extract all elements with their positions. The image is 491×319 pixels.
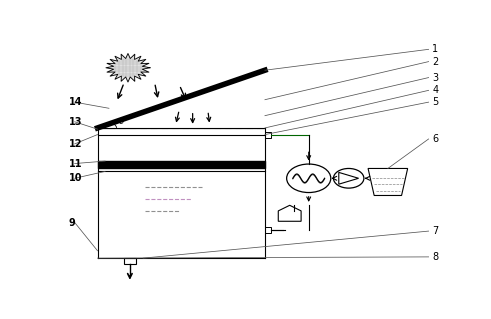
Text: 3: 3	[433, 73, 438, 83]
Text: 11: 11	[69, 159, 82, 168]
Text: 14: 14	[69, 97, 82, 107]
Text: 8: 8	[433, 252, 438, 262]
Text: $\theta$: $\theta$	[118, 115, 126, 125]
Text: 7: 7	[433, 226, 438, 236]
Text: 4: 4	[433, 85, 438, 95]
Text: 1: 1	[433, 44, 438, 54]
Text: 5: 5	[433, 97, 438, 107]
Text: 9: 9	[69, 218, 76, 227]
Text: 13: 13	[69, 117, 82, 127]
Text: 6: 6	[433, 134, 438, 144]
Bar	[265, 132, 271, 137]
Bar	[124, 258, 136, 264]
Text: 10: 10	[69, 173, 82, 183]
Polygon shape	[106, 54, 150, 82]
Bar	[265, 227, 271, 233]
Text: 12: 12	[69, 139, 82, 149]
Text: 2: 2	[433, 56, 438, 67]
